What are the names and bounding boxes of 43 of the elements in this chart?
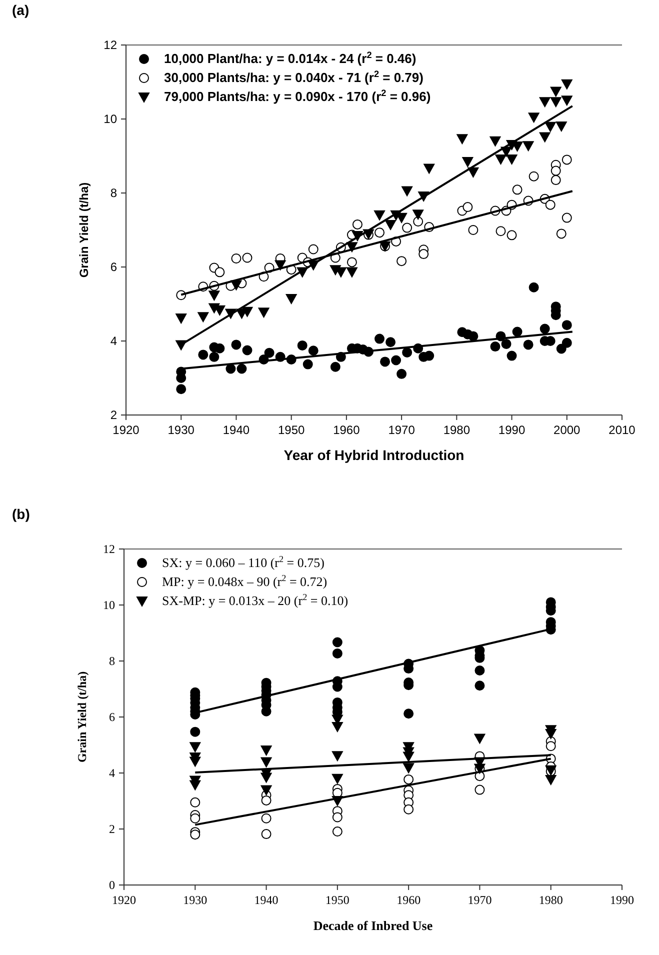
y-tick-label: 2 (110, 408, 118, 422)
x-tick-label: 1950 (278, 423, 306, 437)
x-tick-label: 1930 (168, 423, 195, 437)
y-axis-title: Grain Yield (t/ha) (75, 671, 89, 763)
chart-title: (b) (12, 506, 30, 522)
legend-label: 79,000 Plants/ha: y = 0.090x - 170 (r$^{2}$ = 0.96) (164, 88, 431, 104)
y-tick-label: 8 (110, 186, 118, 200)
y-tick-label: 4 (110, 334, 118, 348)
x-tick-label: 1960 (333, 423, 360, 437)
y-tick-label: 10 (103, 598, 115, 612)
y-tick-label: 6 (110, 260, 118, 274)
x-tick-label: 1980 (443, 423, 470, 437)
legend-label: 10,000 Plant/ha: y = 0.014x - 24 (r$^{2}$ = 0.46) (164, 50, 416, 66)
x-tick-label: 1990 (498, 423, 526, 437)
x-tick-label: 1960 (396, 893, 421, 907)
x-tick-label: 1940 (222, 423, 250, 437)
x-tick-label: 1920 (112, 893, 136, 907)
legend-label: MP: y = 0.048x – 90 (r$^{2}$ = 0.72) (162, 573, 328, 589)
x-tick-label: 1970 (468, 893, 492, 907)
y-tick-label: 4 (109, 766, 115, 780)
legend-label: 30,000 Plants/ha: y = 0.040x - 71 (r$^{2}$ = 0.79) (164, 69, 424, 85)
x-tick-label: 1940 (254, 893, 278, 907)
y-tick-label: 12 (104, 38, 118, 52)
x-tick-label: 1970 (388, 423, 416, 437)
y-tick-label: 10 (104, 112, 118, 126)
x-tick-label: 1950 (325, 893, 350, 907)
x-tick-label: 2000 (554, 423, 581, 437)
x-tick-label: 1980 (538, 893, 563, 907)
y-tick-label: 8 (109, 654, 115, 668)
y-tick-label: 12 (103, 542, 115, 556)
y-tick-label: 2 (109, 822, 115, 836)
legend-label: SX: y = 0.060 – 110 (r$^{2}$ = 0.75) (162, 554, 324, 570)
x-tick-label: 2010 (608, 423, 636, 437)
y-tick-label: 0 (109, 878, 115, 892)
y-axis-title: Grain Yield (t/ha) (77, 182, 91, 278)
x-tick-label: 1990 (610, 893, 634, 907)
x-axis-title: Decade of Inbred Use (313, 918, 433, 933)
chart-title: (a) (12, 2, 30, 18)
y-tick-label: 6 (109, 710, 115, 724)
x-axis-title: Year of Hybrid Introduction (284, 447, 464, 463)
x-tick-label: 1930 (183, 893, 208, 907)
legend-label: SX-MP: y = 0.013x – 20 (r$^{2}$ = 0.10) (162, 592, 348, 608)
x-tick-label: 1920 (112, 423, 140, 437)
